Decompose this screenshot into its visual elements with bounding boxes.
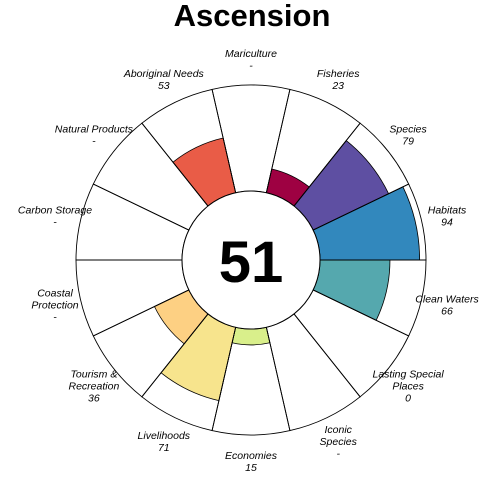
- petal-name-line: Coastal: [37, 288, 73, 300]
- petal-label-fisheries: Fisheries 23: [317, 68, 360, 92]
- petal-fill-economies: [231, 326, 271, 346]
- petal-label-natural-products: Natural Products -: [55, 124, 134, 148]
- petal-label-mariculture: Mariculture -: [225, 48, 277, 72]
- petal-value: 53: [158, 80, 170, 92]
- inner-hole: [181, 190, 321, 330]
- petal-name-line: Habitats: [428, 204, 467, 216]
- petal-name-line: Tourism &: [70, 368, 117, 380]
- petal-label-iconic-species: Iconic Species -: [320, 424, 358, 460]
- petal-value: -: [249, 60, 253, 72]
- petal-label-aboriginal-needs: Aboriginal Needs 53: [123, 68, 205, 92]
- petal-name-line: Natural Products: [55, 124, 134, 136]
- petal-name-line: Clean Waters: [415, 294, 479, 306]
- petal-name-line: Protection: [31, 300, 78, 312]
- petal-label-carbon-storage: Carbon Storage -: [18, 204, 92, 228]
- petal-value: 94: [441, 216, 453, 228]
- petal-outline-iconic-species: [265, 313, 361, 432]
- petal-label-habitats: Habitats 94: [428, 204, 467, 228]
- petal-name-line: Lasting Special: [372, 368, 444, 380]
- center-score: 51: [219, 230, 284, 295]
- petal-label-livelihoods: Livelihoods 71: [138, 430, 191, 454]
- petals-group: [153, 137, 421, 402]
- petal-label-lasting-special-places: Lasting Special Places 0: [372, 368, 444, 404]
- petal-name-line: Places: [392, 380, 424, 392]
- petal-name-line: Economies: [225, 450, 278, 462]
- petal-label-species: Species 79: [389, 124, 427, 148]
- petal-label-tourism-recreation: Tourism & Recreation 36: [69, 368, 120, 404]
- petal-name-line: Fisheries: [317, 68, 360, 80]
- petal-name-line: Iconic: [324, 424, 352, 436]
- petal-value: 23: [331, 80, 344, 92]
- petal-value: -: [336, 448, 340, 460]
- petal-value: 79: [402, 136, 414, 148]
- petal-value: 71: [158, 442, 170, 454]
- petal-label-coastal-protection: Coastal Protection -: [31, 288, 78, 324]
- petal-name-line: Aboriginal Needs: [123, 68, 205, 80]
- petal-label-economies: Economies 15: [225, 450, 278, 474]
- petal-label-clean-waters: Clean Waters 66: [415, 294, 479, 318]
- petal-name-line: Species: [320, 436, 358, 448]
- chart-title: Ascension: [174, 0, 331, 33]
- petal-value: 66: [441, 306, 453, 318]
- petal-name-line: Species: [389, 124, 427, 136]
- petal-name-line: Recreation: [69, 380, 120, 392]
- petal-value: 0: [405, 392, 411, 404]
- petal-name-line: Mariculture: [225, 48, 277, 60]
- petal-name-line: Livelihoods: [138, 430, 191, 442]
- petal-value: 15: [245, 462, 257, 474]
- petal-name-line: Carbon Storage: [18, 204, 92, 216]
- petal-value: 36: [88, 392, 100, 404]
- petal-value: -: [53, 216, 57, 228]
- petal-value: -: [92, 136, 96, 148]
- petal-fill-clean-waters: [312, 259, 391, 321]
- petal-value: -: [53, 312, 57, 324]
